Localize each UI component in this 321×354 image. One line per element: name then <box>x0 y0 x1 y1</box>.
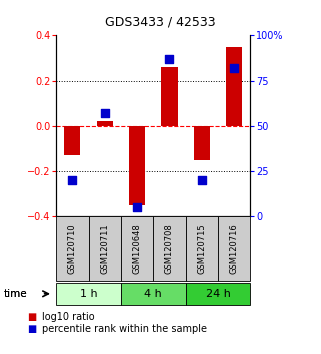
Point <box>232 65 237 71</box>
Text: 1 h: 1 h <box>80 289 97 299</box>
Text: GSM120648: GSM120648 <box>133 223 142 274</box>
Text: 24 h: 24 h <box>205 289 230 299</box>
Bar <box>64 126 81 155</box>
Text: ■: ■ <box>28 312 37 322</box>
Text: GSM120711: GSM120711 <box>100 223 109 274</box>
Point <box>199 177 204 183</box>
Text: 4 h: 4 h <box>144 289 162 299</box>
Bar <box>97 121 113 126</box>
Bar <box>226 47 242 126</box>
Text: time: time <box>3 289 27 299</box>
Text: percentile rank within the sample: percentile rank within the sample <box>42 324 207 334</box>
Point <box>134 204 140 210</box>
Point <box>70 177 75 183</box>
Text: GSM120716: GSM120716 <box>230 223 239 274</box>
Bar <box>161 67 178 126</box>
Bar <box>129 126 145 205</box>
Text: GSM120710: GSM120710 <box>68 223 77 274</box>
Text: GDS3433 / 42533: GDS3433 / 42533 <box>105 16 216 29</box>
Bar <box>194 126 210 160</box>
Text: GSM120708: GSM120708 <box>165 223 174 274</box>
Text: ■: ■ <box>28 324 37 334</box>
Text: time: time <box>3 289 27 299</box>
Text: log10 ratio: log10 ratio <box>42 312 94 322</box>
Text: GSM120715: GSM120715 <box>197 223 206 274</box>
Point <box>167 56 172 62</box>
Point <box>102 110 107 116</box>
